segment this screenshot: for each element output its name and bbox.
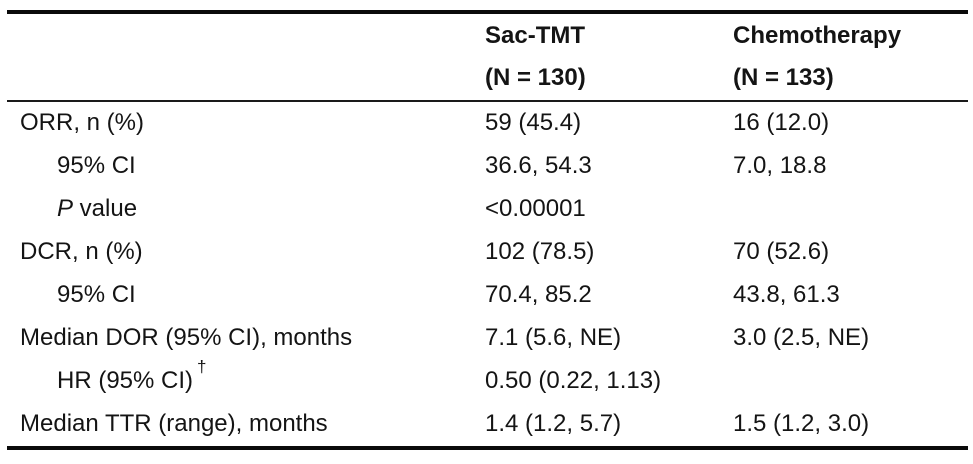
chemotherapy-value-cell: 1.5 (1.2, 3.0) — [733, 410, 870, 438]
row-label: ORR, n (%) — [20, 109, 145, 137]
table-row: 95% CI 70.4, 85.2 43.8, 61.3 — [7, 274, 968, 317]
efficacy-results-table: Sac-TMT (N = 130) Chemotherapy (N = 133)… — [7, 10, 968, 450]
header-chemotherapy-n: (N = 133) — [733, 64, 834, 91]
table-row: ORR, n (%) 59 (45.4) 16 (12.0) — [7, 101, 968, 145]
sac-tmt-value-cell: 70.4, 85.2 — [485, 281, 592, 309]
table-row: DCR, n (%) 102 (78.5) 70 (52.6) — [7, 231, 968, 274]
header-empty-cell — [7, 12, 485, 102]
sac-tmt-value-cell: 1.4 (1.2, 5.7) — [485, 410, 622, 438]
row-label: 95% CI — [57, 152, 136, 180]
row-label: HR (95% CI)† — [57, 360, 207, 395]
table-row: HR (95% CI)† 0.50 (0.22, 1.13) — [7, 360, 968, 403]
header-chemotherapy-name: Chemotherapy — [733, 22, 902, 49]
row-label: 95% CI — [57, 281, 136, 309]
chemotherapy-value-cell: 16 (12.0) — [733, 109, 830, 137]
sac-tmt-value-cell: 59 (45.4) — [485, 109, 582, 137]
sac-tmt-value-cell: 102 (78.5) — [485, 238, 595, 266]
header-chemotherapy: Chemotherapy (N = 133) — [733, 12, 968, 102]
chemotherapy-value-cell: 70 (52.6) — [733, 238, 830, 266]
sac-tmt-value-cell: 7.1 (5.6, NE) — [485, 324, 622, 352]
row-label: Median DOR (95% CI), months — [20, 324, 353, 352]
efficacy-table-container: Sac-TMT (N = 130) Chemotherapy (N = 133)… — [7, 10, 968, 450]
table-row: Median TTR (range), months 1.4 (1.2, 5.7… — [7, 403, 968, 448]
row-label: DCR, n (%) — [20, 238, 143, 266]
chemotherapy-value-cell: 3.0 (2.5, NE) — [733, 324, 870, 352]
chemotherapy-value-cell — [733, 360, 968, 403]
chemotherapy-value-cell: 43.8, 61.3 — [733, 281, 840, 309]
chemotherapy-value-cell — [733, 188, 968, 231]
header-sac-tmt-name: Sac-TMT — [485, 22, 586, 49]
table-body: ORR, n (%) 59 (45.4) 16 (12.0) 95% CI 36… — [7, 101, 968, 448]
sac-tmt-value-cell: <0.00001 — [485, 195, 586, 223]
sac-tmt-value-cell: 36.6, 54.3 — [485, 152, 592, 180]
row-label: Median TTR (range), months — [20, 410, 328, 438]
sac-tmt-value-cell: 0.50 (0.22, 1.13) — [485, 367, 662, 395]
row-label: P value — [57, 195, 138, 223]
table-row: Median DOR (95% CI), months 7.1 (5.6, NE… — [7, 317, 968, 360]
chemotherapy-value-cell: 7.0, 18.8 — [733, 152, 827, 180]
header-sac-tmt-n: (N = 130) — [485, 64, 586, 91]
table-row: P value <0.00001 — [7, 188, 968, 231]
header-row: Sac-TMT (N = 130) Chemotherapy (N = 133) — [7, 12, 968, 102]
table-row: 95% CI 36.6, 54.3 7.0, 18.8 — [7, 145, 968, 188]
header-sac-tmt: Sac-TMT (N = 130) — [485, 12, 733, 102]
